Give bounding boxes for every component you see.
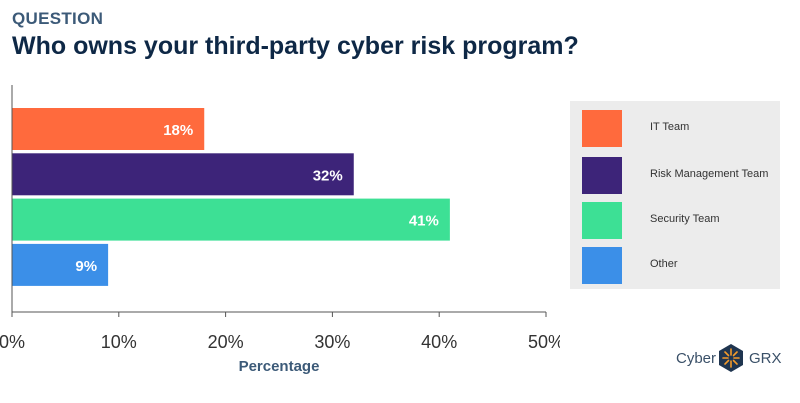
legend-label: Risk Management Team <box>650 168 769 180</box>
legend-item-other: Other <box>582 247 777 284</box>
bar-value-label: 32% <box>313 167 343 184</box>
bar-value-label: 41% <box>409 213 439 230</box>
legend-swatch <box>582 157 622 194</box>
legend-item-risk-management-team: Risk Management Team <box>582 157 777 194</box>
x-tick-label: 30% <box>314 332 350 352</box>
logo-text-cyber: Cyber <box>676 350 717 367</box>
bar-value-label: 9% <box>75 258 97 275</box>
bar <box>12 243 109 286</box>
legend-item-it-team: IT Team <box>582 110 777 147</box>
x-axis-label: Percentage <box>239 358 320 375</box>
legend-label: Security Team <box>650 213 720 225</box>
legend-item-security-team: Security Team <box>582 202 777 239</box>
bar <box>12 198 450 241</box>
bar <box>12 108 205 150</box>
bar-value-label: 18% <box>163 122 193 139</box>
legend-label: Other <box>650 258 678 270</box>
legend-swatch <box>582 110 622 147</box>
bar-chart: 18% 32% 41% 9% 0% 10% 20% 30% 40% 50% Percentage <box>0 85 560 375</box>
cybergrx-logo: Cyber GRX <box>676 343 794 373</box>
compass-star-icon <box>719 344 743 372</box>
x-tick-label: 0% <box>0 332 25 352</box>
legend-swatch <box>582 202 622 239</box>
chart-legend: IT Team Risk Management Team Security Te… <box>570 101 780 289</box>
legend-swatch <box>582 247 622 284</box>
legend-label: IT Team <box>650 121 690 133</box>
x-tick-label: 20% <box>208 332 244 352</box>
x-tick-label: 40% <box>421 332 457 352</box>
logo-text-grx: GRX <box>749 350 782 367</box>
x-tick-label: 50% <box>528 332 560 352</box>
question-kicker: QUESTION <box>12 9 104 28</box>
x-tick-label: 10% <box>101 332 137 352</box>
bar <box>12 153 354 196</box>
chart-title: Who owns your third-party cyber risk pro… <box>12 32 579 60</box>
